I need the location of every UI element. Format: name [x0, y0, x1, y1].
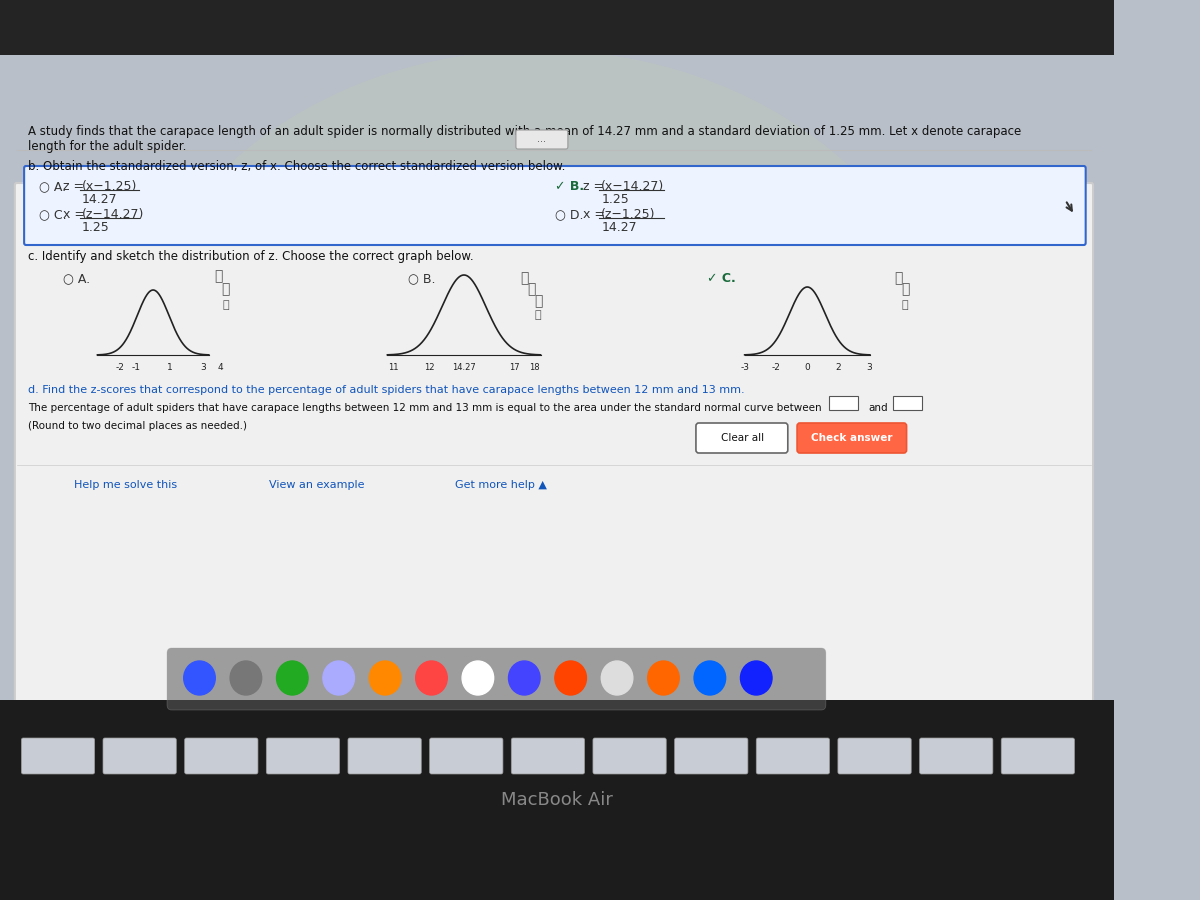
Text: x =: x = — [64, 208, 85, 221]
Text: Help me solve this: Help me solve this — [74, 480, 178, 490]
Text: 14.27: 14.27 — [452, 363, 476, 372]
Text: ⌕: ⌕ — [894, 271, 902, 285]
Text: View an example: View an example — [269, 480, 365, 490]
FancyBboxPatch shape — [348, 738, 421, 774]
Circle shape — [184, 661, 215, 695]
Text: ○ D.: ○ D. — [554, 208, 583, 221]
Text: 2: 2 — [835, 363, 841, 372]
Text: ⌕: ⌕ — [520, 271, 528, 285]
FancyBboxPatch shape — [24, 166, 1086, 245]
Text: ⌕: ⌕ — [221, 282, 229, 296]
Bar — [829, 396, 858, 410]
Bar — [0, 0, 1114, 55]
FancyBboxPatch shape — [185, 738, 258, 774]
Text: -2: -2 — [772, 363, 781, 372]
FancyBboxPatch shape — [266, 738, 340, 774]
Circle shape — [554, 661, 587, 695]
Text: A study finds that the carapace length of an adult spider is normally distribute: A study finds that the carapace length o… — [28, 125, 1021, 153]
Text: Check answer: Check answer — [811, 433, 893, 443]
Circle shape — [323, 661, 354, 695]
FancyBboxPatch shape — [756, 738, 829, 774]
FancyBboxPatch shape — [516, 130, 568, 149]
Text: ⌕: ⌕ — [214, 269, 222, 283]
FancyBboxPatch shape — [103, 738, 176, 774]
Text: Clear all: Clear all — [721, 433, 764, 443]
FancyBboxPatch shape — [14, 183, 1093, 817]
Text: ⌕: ⌕ — [534, 294, 542, 308]
Bar — [893, 396, 923, 410]
Text: ⤢: ⤢ — [901, 300, 908, 310]
Text: 14.27: 14.27 — [82, 193, 118, 206]
FancyBboxPatch shape — [430, 738, 503, 774]
Text: 1: 1 — [167, 363, 173, 372]
Text: ○ A.: ○ A. — [38, 180, 66, 193]
FancyBboxPatch shape — [838, 738, 911, 774]
Text: d. Find the z-scores that correspond to the percentage of adult spiders that hav: d. Find the z-scores that correspond to … — [28, 385, 744, 395]
Text: (z−14.27): (z−14.27) — [82, 208, 144, 221]
Text: ⤢: ⤢ — [535, 310, 541, 320]
Text: -3: -3 — [740, 363, 750, 372]
Text: (x−14.27): (x−14.27) — [601, 180, 665, 193]
Text: 11: 11 — [389, 363, 400, 372]
Text: ⤢: ⤢ — [222, 300, 229, 310]
FancyBboxPatch shape — [919, 738, 992, 774]
Text: ...: ... — [538, 134, 546, 144]
Text: Get more help ▲: Get more help ▲ — [455, 480, 546, 490]
Circle shape — [370, 661, 401, 695]
Circle shape — [230, 661, 262, 695]
FancyBboxPatch shape — [22, 738, 95, 774]
Circle shape — [648, 661, 679, 695]
Text: The percentage of adult spiders that have carapace lengths between 12 mm and 13 : The percentage of adult spiders that hav… — [28, 403, 822, 413]
Text: ✓ B.: ✓ B. — [554, 180, 584, 193]
Text: (x−1.25): (x−1.25) — [82, 180, 137, 193]
Text: z =: z = — [64, 180, 84, 193]
Circle shape — [415, 661, 448, 695]
Circle shape — [740, 661, 772, 695]
Text: 3: 3 — [866, 363, 872, 372]
Text: ✓ C.: ✓ C. — [707, 272, 736, 285]
Circle shape — [694, 661, 726, 695]
Text: ○ B.: ○ B. — [408, 272, 436, 285]
Text: ○ C.: ○ C. — [38, 208, 66, 221]
Text: ⌕: ⌕ — [901, 282, 910, 296]
Circle shape — [276, 661, 308, 695]
Text: 12: 12 — [424, 363, 434, 372]
Text: -1: -1 — [132, 363, 140, 372]
Text: b. Obtain the standardized version, z, of x. Choose the correct standardized ver: b. Obtain the standardized version, z, o… — [28, 160, 565, 173]
Text: 4: 4 — [217, 363, 223, 372]
FancyBboxPatch shape — [1001, 738, 1074, 774]
FancyBboxPatch shape — [674, 738, 748, 774]
Text: MacBook Air: MacBook Air — [500, 791, 613, 809]
Text: ⌕: ⌕ — [528, 282, 536, 296]
Text: x =: x = — [583, 208, 605, 221]
Text: c. Identify and sketch the distribution of z. Choose the correct graph below.: c. Identify and sketch the distribution … — [28, 250, 474, 263]
Circle shape — [462, 661, 493, 695]
Text: -2: -2 — [115, 363, 124, 372]
Text: 1.25: 1.25 — [82, 221, 109, 234]
Text: 3: 3 — [200, 363, 206, 372]
Text: 1.25: 1.25 — [601, 193, 629, 206]
FancyBboxPatch shape — [593, 738, 666, 774]
Bar — [0, 700, 1114, 900]
FancyBboxPatch shape — [696, 423, 788, 453]
Circle shape — [509, 661, 540, 695]
Text: 14.27: 14.27 — [601, 221, 637, 234]
FancyBboxPatch shape — [797, 423, 906, 453]
Text: (Round to two decimal places as needed.): (Round to two decimal places as needed.) — [28, 421, 247, 431]
FancyBboxPatch shape — [511, 738, 584, 774]
Circle shape — [601, 661, 632, 695]
Text: z =: z = — [583, 180, 604, 193]
Text: 0: 0 — [804, 363, 810, 372]
Text: ○ A.: ○ A. — [64, 272, 90, 285]
Text: 18: 18 — [529, 363, 540, 372]
Ellipse shape — [121, 50, 955, 750]
Text: (z−1.25): (z−1.25) — [601, 208, 655, 221]
Text: and: and — [869, 403, 888, 413]
Text: 17: 17 — [509, 363, 520, 372]
FancyBboxPatch shape — [167, 648, 826, 710]
